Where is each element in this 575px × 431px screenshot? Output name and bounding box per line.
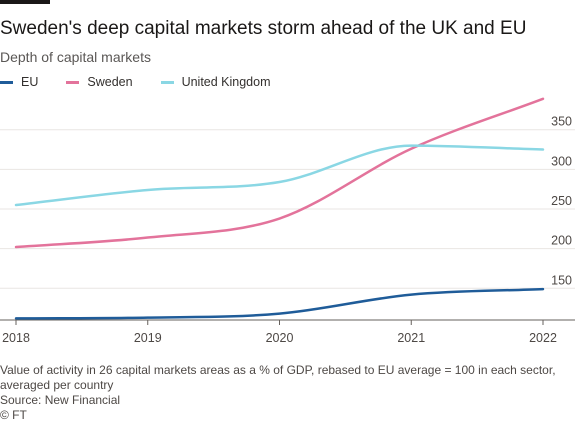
legend-label-sweden: Sweden (87, 75, 133, 89)
y-tick-label-350: 350 (551, 115, 572, 129)
legend-label-uk: United Kingdom (181, 75, 271, 89)
chart-title: Sweden's deep capital markets storm ahea… (0, 18, 527, 39)
x-tick-label-2021: 2021 (397, 331, 425, 345)
legend-swatch-eu (0, 80, 13, 84)
brand-bar (0, 0, 50, 4)
source-note: Source: New Financial (0, 393, 121, 407)
y-tick-label-300: 300 (551, 154, 572, 168)
chart-footer: Value of activity in 26 capital markets … (0, 363, 575, 423)
legend-item-sweden: Sweden (66, 75, 133, 89)
copyright: © FT (0, 408, 27, 422)
footnote-line-1: Value of activity in 26 capital markets … (0, 363, 556, 377)
x-tick-label-2022: 2022 (529, 331, 557, 345)
x-tick-label-2020: 2020 (266, 331, 294, 345)
chart-subtitle: Depth of capital markets (0, 49, 151, 65)
x-tick-label-2019: 2019 (134, 331, 162, 345)
series-line-united-kingdom (14, 144, 545, 207)
footnote-line-2: averaged per country (0, 378, 114, 392)
legend-item-uk: United Kingdom (160, 75, 271, 89)
legend-swatch-uk (160, 80, 174, 84)
series-line-eu (14, 287, 545, 320)
y-tick-label-200: 200 (551, 234, 572, 248)
x-tick-label-2018: 2018 (2, 331, 30, 345)
legend-label-eu: EU (21, 75, 39, 89)
y-tick-label-250: 250 (551, 194, 572, 208)
series-line-sweden (14, 97, 545, 249)
y-tick-label-150: 150 (551, 273, 572, 287)
legend-item-eu: EU (0, 75, 38, 89)
legend-swatch-sweden (66, 80, 80, 84)
legend: EU Sweden United Kingdom (0, 75, 299, 89)
